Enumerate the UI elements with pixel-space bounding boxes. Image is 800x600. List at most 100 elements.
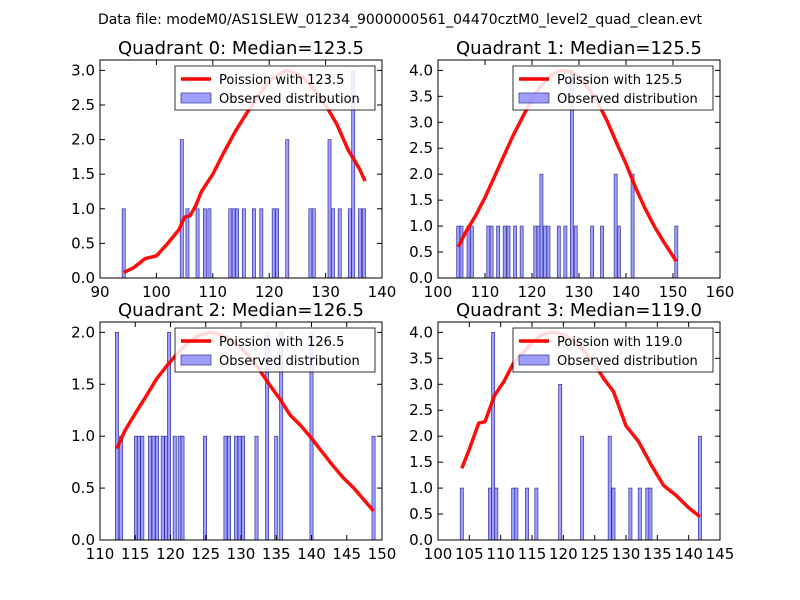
quadrant-1-legend: Poission with 125.5 Observed distribution <box>512 65 714 111</box>
quadrant-0-axes: Quadrant 0: Median=123.5 90 100 110 120 130 14… <box>71 38 396 301</box>
quadrant-0-bar <box>185 208 190 278</box>
quadrant-3-xtick-label: 115 <box>518 545 547 563</box>
quadrant-2-legend-bar-label: Observed distribution <box>219 354 360 369</box>
quadrant-0-bar <box>259 208 264 278</box>
quadrant-0-bar <box>207 208 212 278</box>
quadrant-2-bar <box>241 435 246 540</box>
quadrant-3-legend-line-label: Poission with 119.0 <box>557 335 682 350</box>
quadrant-0-bar <box>231 208 236 278</box>
quadrant-3-bar <box>648 487 653 540</box>
quadrant-2-ytick-label: 2.0 <box>71 323 95 341</box>
quadrant-2-legend: Poission with 126.5 Observed distribution <box>174 327 376 373</box>
quadrant-1-bar <box>489 225 494 278</box>
quadrant-1-xtick-label: 110 <box>471 283 500 301</box>
quadrant-3-legend-bar-label: Observed distribution <box>557 354 698 369</box>
quadrant-1-ytick-label: 3.5 <box>409 87 433 105</box>
quadrant-2-plot-area <box>114 330 376 540</box>
quadrant-1-plot-area <box>456 68 679 278</box>
quadrant-2-xtick-label: 140 <box>297 545 326 563</box>
quadrant-1-bar <box>613 173 618 278</box>
quadrant-1-bar <box>590 225 595 278</box>
quadrant-0-ytick-label: 1.5 <box>71 165 95 183</box>
quadrant-2-bar <box>180 435 185 540</box>
quadrant-0-bar <box>179 139 184 278</box>
quadrant-1-bar <box>600 225 604 278</box>
quadrant-1-ytick-label: 1.0 <box>409 217 433 235</box>
quadrant-3-bar <box>637 487 642 540</box>
quadrant-3-xtick-label: 125 <box>580 545 609 563</box>
quadrant-3-bar <box>580 435 585 540</box>
quadrant-2-ytick-label: 1.5 <box>71 375 95 393</box>
quadrant-2-bar <box>371 435 376 540</box>
quadrant-0-legend-bar-label: Observed distribution <box>219 92 360 107</box>
quadrant-3-xtick-label: 110 <box>486 545 515 563</box>
quadrant-0-frame <box>99 59 383 279</box>
quadrant-3-bar <box>558 383 563 540</box>
quadrant-1-ytick-label: 0.5 <box>409 243 433 261</box>
quadrant-0-ytick-label: 2.0 <box>71 131 95 149</box>
quadrant-1-bar <box>502 225 507 278</box>
quadrant-3-ytick-label: 2.0 <box>409 427 433 445</box>
quadrant-0-bar <box>362 208 366 278</box>
quadrant-1-ytick-label: 4.0 <box>409 61 433 79</box>
quadrant-2-bar <box>119 435 124 540</box>
quadrant-0-xtick-label: 110 <box>198 283 227 301</box>
quadrant-0-ytick-label: 2.5 <box>71 96 95 114</box>
quadrant-1-ytick-label: 3.0 <box>409 113 433 131</box>
quadrant-3-bar <box>514 487 519 540</box>
quadrant-3-xtick-label: 145 <box>706 545 735 563</box>
quadrant-0-ytick-label: 0.0 <box>71 269 95 287</box>
quadrant-0-bar <box>121 208 126 278</box>
quadrant-3-ytick-label: 3.0 <box>409 375 433 393</box>
quadrant-3-xtick-label: 105 <box>455 545 484 563</box>
quadrant-3-bar <box>607 435 612 540</box>
quadrant-2-bar <box>237 435 242 540</box>
quadrant-0-bar <box>331 208 335 278</box>
quadrant-1-xtick-label: 160 <box>706 283 735 301</box>
quadrant-1-xtick-label: 140 <box>612 283 641 301</box>
quadrant-0-title: Quadrant 0: Median=123.5 <box>118 38 364 59</box>
quadrant-2-bar <box>234 435 239 540</box>
quadrant-panels: Quadrant 0: Median=123.5 90 100 110 120 130 14… <box>71 38 734 563</box>
quadrant-2-legend-line-label: Poission with 126.5 <box>219 335 344 350</box>
quadrant-2-bar <box>140 435 145 540</box>
quadrant-2-bar <box>148 435 152 540</box>
quadrant-3-ytick-label: 3.5 <box>409 349 433 367</box>
quadrant-3-bar <box>494 487 499 540</box>
quadrant-2-xtick-label: 135 <box>262 545 291 563</box>
quadrant-1-bar <box>630 173 635 278</box>
quadrant-3-bar <box>491 332 496 540</box>
quadrant-1-bar <box>456 225 461 278</box>
quadrant-1-bar <box>466 225 471 278</box>
quadrant-0-legend-bar-swatch <box>180 92 212 104</box>
quadrant-1-bar <box>546 225 551 278</box>
quadrant-2-axes: Quadrant 2: Median=126.5 110 115 120 125 130 1… <box>71 300 396 563</box>
quadrant-1-ytick-label: 1.5 <box>409 191 433 209</box>
quadrant-1-bar <box>506 225 511 278</box>
quadrant-3-ytick-label: 1.5 <box>409 453 433 471</box>
quadrant-3-ytick-label: 2.5 <box>409 401 433 419</box>
quadrant-2-ytick-label: 0.0 <box>71 531 95 549</box>
quadrant-1-ytick-label: 2.0 <box>409 165 433 183</box>
quadrant-2-xtick-label: 125 <box>191 545 220 563</box>
quadrant-3-xtick-label: 140 <box>674 545 703 563</box>
quadrant-0-bar <box>347 208 352 278</box>
quadrant-1-legend-line-label: Poission with 125.5 <box>557 73 682 88</box>
quadrant-2-bar <box>172 435 177 540</box>
quadrant-3-xtick-label: 100 <box>424 545 453 563</box>
quadrant-3-bar <box>525 487 529 540</box>
quadrant-2-xtick-label: 145 <box>332 545 361 563</box>
quadrant-1-bar <box>543 225 548 278</box>
quadrant-2-ytick-label: 1.0 <box>71 427 95 445</box>
quadrant-1-bar <box>539 173 544 278</box>
quadrant-2-xtick-label: 120 <box>156 545 185 563</box>
quadrant-2-legend-bar-swatch <box>180 354 212 366</box>
quadrant-1-bar <box>674 225 679 278</box>
quadrant-3-legend-bar-swatch <box>518 354 550 366</box>
quadrant-1-title: Quadrant 1: Median=125.5 <box>456 38 702 59</box>
quadrant-3-bar <box>511 487 516 540</box>
quadrant-1-bar <box>573 225 578 278</box>
quadrant-1-bar <box>519 225 524 278</box>
